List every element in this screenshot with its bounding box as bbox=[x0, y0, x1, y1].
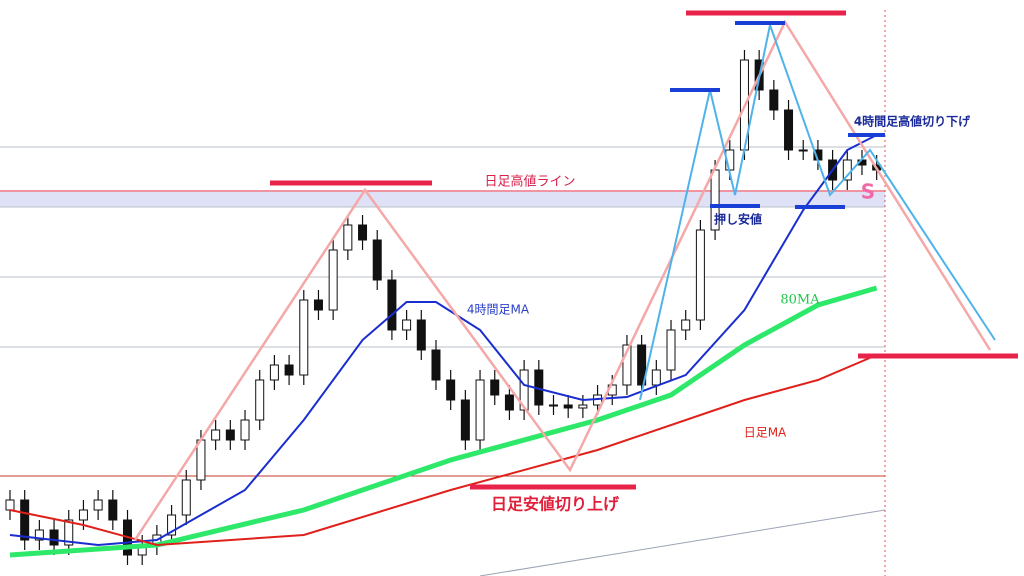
ma-label: 4時間足MA bbox=[467, 303, 530, 317]
candle-body bbox=[358, 224, 368, 241]
candle-body bbox=[240, 419, 250, 441]
candle-body bbox=[446, 379, 456, 401]
candle-body bbox=[313, 299, 323, 311]
candle-body bbox=[181, 479, 191, 516]
candle-body bbox=[784, 109, 794, 151]
annotation: 日足高値ライン bbox=[484, 174, 575, 190]
zigzag-daily bbox=[133, 19, 992, 541]
candle-body bbox=[167, 514, 177, 536]
candle-body bbox=[666, 329, 676, 371]
candle-body bbox=[34, 529, 44, 541]
signal-label: S bbox=[861, 180, 875, 204]
candle-body bbox=[622, 344, 632, 386]
candle-body bbox=[695, 229, 705, 321]
candle-body bbox=[490, 379, 500, 396]
candle-body bbox=[460, 399, 470, 441]
ma-label: 日足MA bbox=[744, 426, 787, 440]
candle-body bbox=[563, 404, 573, 409]
candle-body bbox=[402, 319, 412, 331]
candle-body bbox=[93, 499, 103, 511]
annotation: 押し安値 bbox=[714, 212, 762, 227]
ma-line bbox=[9, 354, 878, 547]
candle-body bbox=[475, 379, 485, 441]
candle-body bbox=[64, 519, 74, 546]
candle-body bbox=[49, 529, 59, 546]
ma-line bbox=[9, 285, 878, 558]
candle-body bbox=[431, 349, 441, 381]
candle-body bbox=[328, 249, 338, 311]
blue-markers bbox=[670, 21, 885, 209]
candle-body bbox=[20, 499, 30, 541]
candle-body bbox=[5, 499, 15, 511]
candle-body bbox=[578, 404, 588, 409]
candle-body bbox=[681, 319, 691, 331]
candle-body bbox=[225, 429, 235, 441]
trend-line bbox=[479, 509, 886, 576]
candle-body bbox=[637, 344, 647, 386]
horizontal-lines bbox=[0, 146, 885, 348]
candle-body bbox=[343, 224, 353, 251]
candle-body bbox=[416, 319, 426, 351]
candle-body bbox=[504, 394, 514, 411]
candle-body bbox=[372, 239, 382, 281]
candle-body bbox=[299, 299, 309, 376]
resistance-band bbox=[0, 192, 885, 207]
candle-body bbox=[387, 279, 397, 331]
moving-averages bbox=[9, 134, 878, 558]
candle-body bbox=[769, 89, 779, 111]
candle-body bbox=[284, 364, 294, 376]
ma-label: 80MA bbox=[780, 293, 820, 308]
red-markers bbox=[270, 10, 1018, 490]
candle-body bbox=[255, 379, 265, 421]
annotation: 日足安値切り上げ bbox=[491, 495, 620, 514]
candle-body bbox=[269, 364, 279, 381]
candle-body bbox=[78, 509, 88, 521]
candle-body bbox=[651, 369, 661, 386]
ma-line bbox=[9, 134, 878, 547]
annotation: 4時間足高値切り下げ bbox=[854, 114, 971, 129]
candle-body bbox=[798, 149, 808, 152]
candle-body bbox=[108, 499, 118, 521]
candle-body bbox=[211, 429, 221, 441]
candle-body bbox=[519, 369, 529, 411]
candle-body bbox=[548, 404, 558, 407]
